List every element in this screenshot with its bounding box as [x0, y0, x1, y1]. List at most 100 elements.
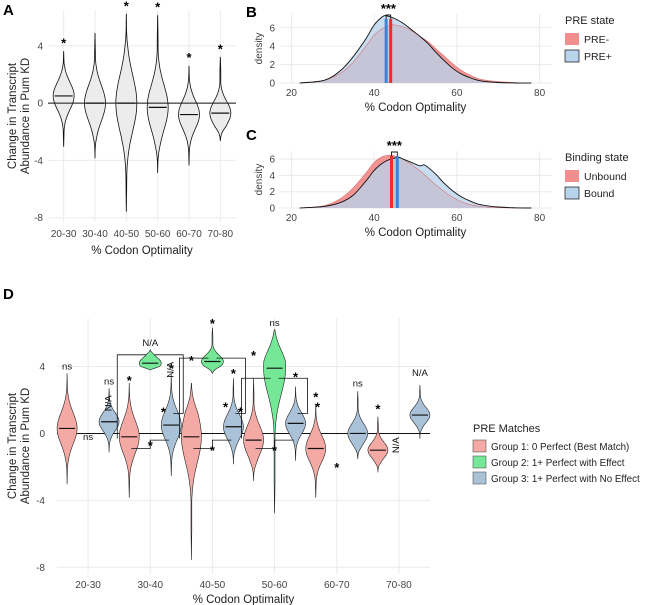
- panel-d-annotation: *: [127, 373, 133, 388]
- panel-d-violin: [243, 378, 264, 482]
- panel-d-xtick: 40-50: [200, 580, 226, 591]
- panel-d-annotation: *: [169, 361, 175, 376]
- panel-d-violin: [98, 388, 120, 453]
- panel-d-legend-title: PRE Matches: [473, 423, 541, 435]
- panel-d-violin: [201, 327, 224, 374]
- panel-d-bracket: [193, 439, 232, 449]
- panel-a-xtick: 40-50: [114, 229, 140, 240]
- panel-c-density-area: [299, 157, 532, 208]
- panel-b-xtick: 40: [369, 88, 381, 99]
- panel-d-annotation: *: [189, 353, 195, 368]
- panel-c-legend-label: Bound: [584, 188, 615, 200]
- panel-a-significance: *: [186, 50, 192, 65]
- panel-c-xlabel: % Codon Optimality: [365, 227, 467, 239]
- panel-d-bracket: [278, 377, 308, 414]
- panel-d-legend-label: Group 1: 0 Perfect (Best Match): [491, 442, 629, 453]
- panel-d-bracket: [116, 354, 147, 439]
- panel-b-ytick: 4: [269, 42, 275, 53]
- panel-d-bracket: [241, 377, 271, 439]
- panel-c-xtick: 20: [286, 213, 298, 224]
- panel-d-xtick: 30-40: [137, 580, 163, 591]
- panel-c-xtick: 60: [451, 213, 463, 224]
- panel-d-annotation: ns: [353, 378, 363, 389]
- panel-a-significance: *: [218, 41, 224, 56]
- panel-a-violin: [84, 32, 106, 159]
- panel-d-violin: [367, 416, 389, 473]
- panel-c-density-line: [299, 154, 532, 209]
- panel-a-xtick: 30-40: [82, 229, 108, 240]
- panel-d-violin: [118, 383, 140, 498]
- panel-d-annotation: N/A: [391, 437, 402, 454]
- panel-d-xlabel: % Codon Optimality: [193, 594, 295, 605]
- panel-b-xtick: 60: [451, 88, 463, 99]
- panel-d-annotation: *: [161, 405, 167, 420]
- panel-b-bracket: [385, 14, 392, 19]
- panel-d-annotation: *: [315, 400, 321, 415]
- panel-a-violin: [178, 65, 200, 166]
- panel-d-annotation: ns: [62, 362, 72, 373]
- panel-c-density-line: [299, 157, 532, 209]
- panel-d-annotation: *: [272, 443, 278, 458]
- panel-d-ytick: -4: [36, 496, 45, 507]
- panel-d-bracket: [255, 439, 294, 449]
- panel-a-letter: A: [3, 2, 14, 19]
- panel-c-ytick: 0: [269, 204, 275, 215]
- panel-d-ytick: 0: [39, 429, 45, 440]
- panel-d-annotation: *: [293, 370, 299, 385]
- panel-d-bracket: [154, 354, 184, 414]
- panel-a-xtick: 50-60: [145, 229, 171, 240]
- panel-c-xtick: 40: [369, 213, 381, 224]
- panel-b-xlabel: % Codon Optimality: [365, 102, 467, 114]
- panel-d-bracket: [131, 439, 170, 449]
- panel-c-xtick: 80: [534, 213, 546, 224]
- panel-d-annotation: *: [375, 401, 381, 416]
- panel-a-xlabel: % Codon Optimality: [91, 245, 193, 257]
- panel-a-ytick: -8: [34, 213, 43, 224]
- panel-b-letter: B: [246, 4, 257, 21]
- panel-b-legend-title: PRE state: [565, 15, 615, 27]
- panel-b: B *** 0 2 4 6 20 40 60 80 % Codon Optimality densit…: [246, 1, 615, 114]
- panel-d-violin: [409, 384, 431, 440]
- panel-d-legend-swatch: [472, 471, 487, 485]
- panel-d-violin: [305, 404, 327, 498]
- panel-d-annotation: *: [210, 316, 216, 331]
- panel-d-legend-swatch: [472, 439, 487, 453]
- panel-d-annotation: *: [334, 460, 340, 475]
- panel-b-legend-label: PRE+: [584, 51, 612, 63]
- panel-d-annotation: ns: [104, 377, 114, 388]
- panel-a-violin: [146, 15, 169, 174]
- panel-d-letter: D: [3, 286, 14, 303]
- panel-b-density-line: [299, 15, 532, 84]
- panel-c-ytick: 6: [269, 155, 275, 166]
- panel-d-annotation: N/A: [165, 361, 176, 378]
- panel-a-ytick: 0: [37, 99, 43, 110]
- panel-a-significance: *: [155, 0, 161, 15]
- panel-d-annotation: *: [210, 443, 216, 458]
- panel-d-annotation: *: [313, 390, 319, 405]
- panel-d-legend-swatch: [472, 455, 487, 469]
- panel-a: A * * * * * 4 0 -4 -8 20-30 30-40 40-50 50-60 60-70 70-…: [3, 0, 236, 257]
- panel-d-annotation: *: [238, 405, 244, 420]
- panel-c-significance: ***: [387, 138, 403, 153]
- panel-d-bracket: [179, 357, 209, 439]
- panel-d-annotation: *: [223, 400, 229, 415]
- panel-d-annotation: *: [251, 348, 257, 363]
- panel-b-xtick: 20: [286, 88, 298, 99]
- panel-d-xtick: 70-80: [386, 580, 412, 591]
- panel-c-legend-title: Binding state: [565, 152, 629, 164]
- panel-b-legend-swatch: [564, 49, 580, 63]
- panel-a-xtick: 20-30: [51, 229, 77, 240]
- panel-a-ytick: -4: [34, 156, 43, 167]
- panel-c-bracket: [391, 151, 398, 156]
- panel-c-legend-swatch: [565, 170, 579, 182]
- panel-d-bracket: [216, 357, 246, 414]
- panel-d-violin: [139, 349, 162, 371]
- panel-c-ylabel: density: [254, 164, 265, 196]
- panel-d-xtick: 20-30: [75, 580, 101, 591]
- panel-a-xtick: 70-80: [208, 229, 234, 240]
- panel-c-legend-swatch: [564, 186, 580, 200]
- panel-b-ytick: 0: [269, 79, 275, 90]
- panel-b-ylabel: density: [254, 33, 265, 65]
- panel-b-legend-swatch: [565, 33, 579, 45]
